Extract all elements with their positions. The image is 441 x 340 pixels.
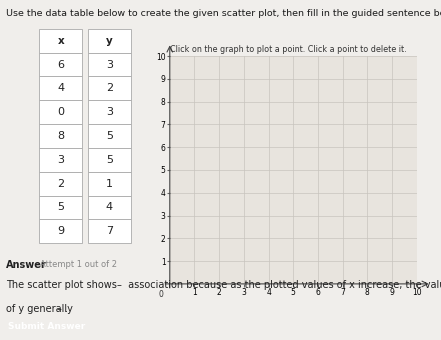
Text: of y generally: of y generally (6, 304, 73, 314)
FancyBboxPatch shape (39, 100, 82, 124)
Text: 5: 5 (106, 131, 113, 141)
Text: y: y (106, 36, 112, 46)
FancyBboxPatch shape (88, 53, 131, 76)
Text: 7: 7 (106, 226, 113, 236)
FancyBboxPatch shape (39, 195, 82, 219)
FancyBboxPatch shape (39, 53, 82, 76)
Text: 9: 9 (57, 226, 64, 236)
Text: 5: 5 (57, 202, 64, 212)
Text: The scatter plot shows: The scatter plot shows (6, 280, 116, 290)
FancyBboxPatch shape (88, 219, 131, 243)
Text: 3: 3 (106, 107, 113, 117)
FancyBboxPatch shape (88, 124, 131, 148)
FancyBboxPatch shape (39, 219, 82, 243)
FancyBboxPatch shape (39, 172, 82, 195)
FancyBboxPatch shape (39, 148, 82, 172)
Text: 2: 2 (57, 178, 64, 189)
FancyBboxPatch shape (88, 172, 131, 195)
Text: Use the data table below to create the given scatter plot, then fill in the guid: Use the data table below to create the g… (6, 8, 441, 17)
Text: 3: 3 (106, 59, 113, 70)
FancyBboxPatch shape (88, 76, 131, 100)
Text: 5: 5 (106, 155, 113, 165)
Text: 8: 8 (57, 131, 64, 141)
FancyBboxPatch shape (39, 29, 82, 53)
FancyBboxPatch shape (88, 100, 131, 124)
FancyBboxPatch shape (39, 76, 82, 100)
Text: –  association because as the plotted values of x increase, the values: – association because as the plotted val… (117, 280, 441, 290)
Text: 1: 1 (106, 178, 113, 189)
Text: Submit Answer: Submit Answer (8, 322, 85, 331)
FancyBboxPatch shape (88, 195, 131, 219)
Text: Click on the graph to plot a point. Click a point to delete it.: Click on the graph to plot a point. Clic… (170, 45, 407, 54)
Text: Attempt 1 out of 2: Attempt 1 out of 2 (40, 260, 117, 269)
FancyBboxPatch shape (88, 29, 131, 53)
Text: 6: 6 (57, 59, 64, 70)
Text: 0: 0 (159, 290, 164, 299)
Text: – .: – . (57, 304, 68, 314)
Text: 4: 4 (57, 83, 64, 94)
Text: 3: 3 (57, 155, 64, 165)
Text: 4: 4 (106, 202, 113, 212)
Text: 2: 2 (106, 83, 113, 94)
Text: x: x (57, 36, 64, 46)
FancyBboxPatch shape (88, 148, 131, 172)
FancyBboxPatch shape (39, 124, 82, 148)
Text: Answer: Answer (6, 260, 46, 270)
Text: 0: 0 (57, 107, 64, 117)
